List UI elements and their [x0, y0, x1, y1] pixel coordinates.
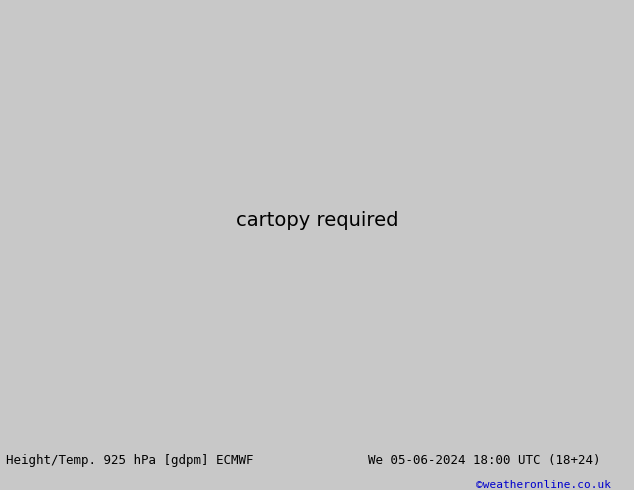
- Text: ©weatheronline.co.uk: ©weatheronline.co.uk: [476, 480, 611, 490]
- Text: cartopy required: cartopy required: [236, 211, 398, 229]
- Text: We 05-06-2024 18:00 UTC (18+24): We 05-06-2024 18:00 UTC (18+24): [368, 454, 600, 466]
- Text: Height/Temp. 925 hPa [gdpm] ECMWF: Height/Temp. 925 hPa [gdpm] ECMWF: [6, 454, 254, 466]
